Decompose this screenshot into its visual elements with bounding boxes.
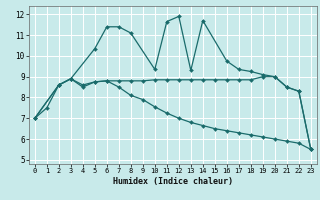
X-axis label: Humidex (Indice chaleur): Humidex (Indice chaleur) — [113, 177, 233, 186]
